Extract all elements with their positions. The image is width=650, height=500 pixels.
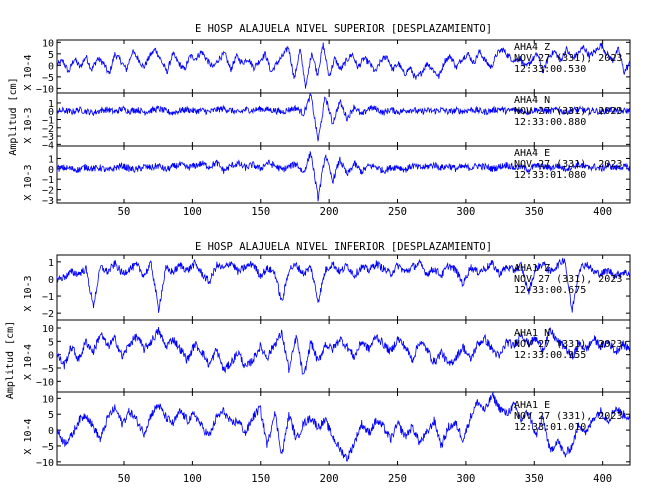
x-tick-label: 200 — [320, 206, 339, 218]
x-tick-label: 250 — [388, 473, 407, 485]
y-tick-label: 0 — [48, 351, 54, 362]
x-tick-label: 300 — [456, 206, 475, 218]
time-label: 12:33:00.955 — [514, 350, 586, 361]
y-tick-label: −3 — [42, 132, 54, 143]
chart-panel-1: E HOSP ALAJUELA NIVEL SUPERIOR [DESPLAZA… — [8, 23, 631, 218]
y-tick-label: −5 — [42, 442, 54, 453]
chart-title: E HOSP ALAJUELA NIVEL INFERIOR [DESPLAZA… — [195, 241, 492, 253]
waveform-line — [56, 390, 631, 462]
station-label: AHA4 Z — [514, 42, 550, 53]
y-tick-label: −4 — [42, 140, 54, 151]
y-tick-label: 0 — [48, 426, 54, 437]
time-label: 12:33:00.880 — [514, 117, 586, 128]
time-label: 12:33:01.010 — [514, 422, 586, 433]
x-tick-label: 150 — [251, 473, 270, 485]
y-tick-label: −1 — [42, 292, 54, 303]
time-label: 12:33:00.530 — [514, 64, 586, 75]
chart-panel-2: E HOSP ALAJUELA NIVEL INFERIOR [DESPLAZA… — [5, 241, 631, 485]
station-label: AHA1 Z — [514, 263, 550, 274]
date-label: NOV 27 (331), 2023 — [514, 53, 622, 64]
waveform-line — [56, 93, 631, 142]
y-axis-label: Amplitud [cm] — [8, 77, 19, 155]
date-label: NOV 27 (331), 2023 — [514, 339, 622, 350]
y-tick-label: 10 — [42, 324, 54, 335]
y-tick-label: 10 — [42, 38, 54, 49]
x-tick-label: 100 — [183, 473, 202, 485]
waveform-line — [56, 151, 631, 202]
y-tick-label: 1 — [48, 154, 54, 165]
y-axis-label: Amplitud [cm] — [5, 321, 16, 399]
x-tick-label: 50 — [118, 206, 131, 218]
station-label: AHA4 N — [514, 95, 550, 106]
y-tick-label: −3 — [42, 196, 54, 207]
y-tick-label: −10 — [36, 458, 54, 469]
date-label: NOV 27 (331), 2023 — [514, 106, 622, 117]
x-tick-label: 300 — [456, 473, 475, 485]
x-tick-label: 400 — [593, 473, 612, 485]
y-tick-label: 0 — [48, 275, 54, 286]
trace-frame — [56, 145, 631, 204]
trace-scale-label: X 10-3 — [23, 164, 34, 200]
date-label: NOV 27 (331), 2023 — [514, 159, 622, 170]
y-tick-label: 0 — [48, 61, 54, 72]
chart-title: E HOSP ALAJUELA NIVEL SUPERIOR [DESPLAZA… — [195, 23, 492, 35]
x-tick-label: 350 — [525, 473, 544, 485]
x-tick-label: 50 — [118, 473, 131, 485]
y-tick-label: 0 — [48, 165, 54, 176]
x-tick-label: 400 — [593, 206, 612, 218]
x-tick-label: 200 — [320, 473, 339, 485]
y-tick-label: 10 — [42, 394, 54, 405]
y-tick-label: 5 — [48, 410, 54, 421]
y-tick-label: −2 — [42, 309, 54, 320]
waveform-line — [56, 257, 631, 313]
y-tick-label: 0 — [48, 107, 54, 118]
x-tick-label: 350 — [525, 206, 544, 218]
station-label: AHA4 E — [514, 148, 550, 159]
y-tick-label: −5 — [42, 364, 54, 375]
y-tick-label: −2 — [42, 186, 54, 197]
y-tick-label: 1 — [48, 258, 54, 269]
trace-scale-label: X 10-4 — [23, 54, 34, 90]
trace-scale-label: X 10-4 — [23, 344, 34, 380]
waveform-line — [56, 42, 631, 89]
trace-scale-label: X 10-3 — [23, 275, 34, 311]
waveform-line — [56, 326, 631, 375]
y-tick-label: 1 — [48, 99, 54, 110]
y-tick-label: −1 — [42, 116, 54, 127]
station-label: AHA1 E — [514, 400, 550, 411]
y-tick-label: −1 — [42, 175, 54, 186]
date-label: NOV 27 (331), 2023 — [514, 274, 622, 285]
station-label: AHA1 N — [514, 328, 550, 339]
y-tick-label: 5 — [48, 50, 54, 61]
time-label: 12:33:00.675 — [514, 285, 586, 296]
y-tick-label: 5 — [48, 337, 54, 348]
trace-frame — [56, 391, 631, 466]
x-tick-label: 150 — [251, 206, 270, 218]
y-tick-label: −5 — [42, 73, 54, 84]
y-tick-label: −10 — [36, 377, 54, 388]
y-tick-label: −10 — [36, 84, 54, 95]
time-label: 12:33:01.080 — [514, 170, 586, 181]
trace-scale-label: X 10-4 — [23, 418, 34, 454]
y-tick-label: −2 — [42, 124, 54, 135]
x-tick-label: 100 — [183, 206, 202, 218]
trace-scale-label: X 10-3 — [23, 107, 34, 143]
x-tick-label: 250 — [388, 206, 407, 218]
date-label: NOV 27 (331), 2023 — [514, 411, 622, 422]
